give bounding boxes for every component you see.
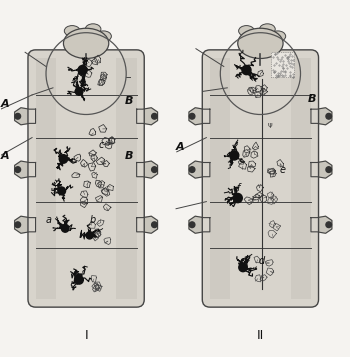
Text: A: A [176, 142, 185, 152]
Ellipse shape [63, 28, 109, 59]
Text: A: A [1, 99, 9, 109]
Ellipse shape [238, 28, 283, 59]
Polygon shape [15, 108, 36, 125]
Text: II: II [257, 328, 264, 342]
FancyBboxPatch shape [210, 57, 230, 300]
Circle shape [239, 263, 247, 272]
Circle shape [242, 65, 251, 75]
Text: B: B [125, 151, 133, 161]
Circle shape [152, 222, 157, 227]
FancyBboxPatch shape [117, 57, 136, 300]
Circle shape [59, 155, 68, 163]
Circle shape [189, 114, 195, 119]
FancyBboxPatch shape [36, 57, 56, 300]
Polygon shape [189, 216, 210, 233]
Text: c: c [98, 140, 104, 150]
Circle shape [15, 222, 21, 227]
Circle shape [326, 114, 331, 119]
Polygon shape [311, 108, 332, 125]
Ellipse shape [270, 31, 286, 41]
FancyBboxPatch shape [291, 57, 311, 300]
Circle shape [86, 232, 93, 239]
Circle shape [152, 167, 157, 172]
Polygon shape [189, 108, 210, 125]
Polygon shape [136, 108, 158, 125]
Polygon shape [15, 161, 36, 178]
Ellipse shape [239, 26, 254, 36]
Ellipse shape [85, 24, 101, 35]
Text: ψ: ψ [267, 122, 272, 128]
Circle shape [326, 222, 331, 227]
Ellipse shape [96, 31, 111, 41]
Circle shape [58, 187, 65, 195]
FancyBboxPatch shape [28, 50, 144, 307]
Ellipse shape [260, 24, 275, 35]
Circle shape [189, 167, 195, 172]
Polygon shape [189, 161, 210, 178]
Circle shape [61, 224, 69, 232]
Circle shape [75, 276, 83, 284]
Text: a: a [46, 215, 52, 225]
Circle shape [15, 167, 21, 172]
Polygon shape [15, 216, 36, 233]
Circle shape [189, 222, 195, 227]
Text: e: e [280, 165, 286, 175]
Circle shape [230, 151, 239, 160]
Polygon shape [136, 216, 158, 233]
Circle shape [326, 167, 331, 172]
Text: B: B [125, 96, 133, 106]
Text: d: d [259, 256, 265, 266]
Text: I: I [84, 328, 88, 342]
Circle shape [15, 114, 21, 119]
Ellipse shape [64, 26, 80, 36]
Text: B: B [307, 94, 316, 104]
Circle shape [78, 65, 87, 75]
Text: A: A [1, 151, 9, 161]
Text: b: b [90, 215, 96, 225]
FancyBboxPatch shape [202, 50, 318, 307]
Polygon shape [311, 161, 332, 178]
Circle shape [152, 114, 157, 119]
Text: f: f [236, 183, 239, 193]
Polygon shape [311, 216, 332, 233]
Bar [271, 52, 294, 77]
Circle shape [75, 87, 83, 95]
Polygon shape [136, 161, 158, 178]
Circle shape [233, 193, 242, 203]
